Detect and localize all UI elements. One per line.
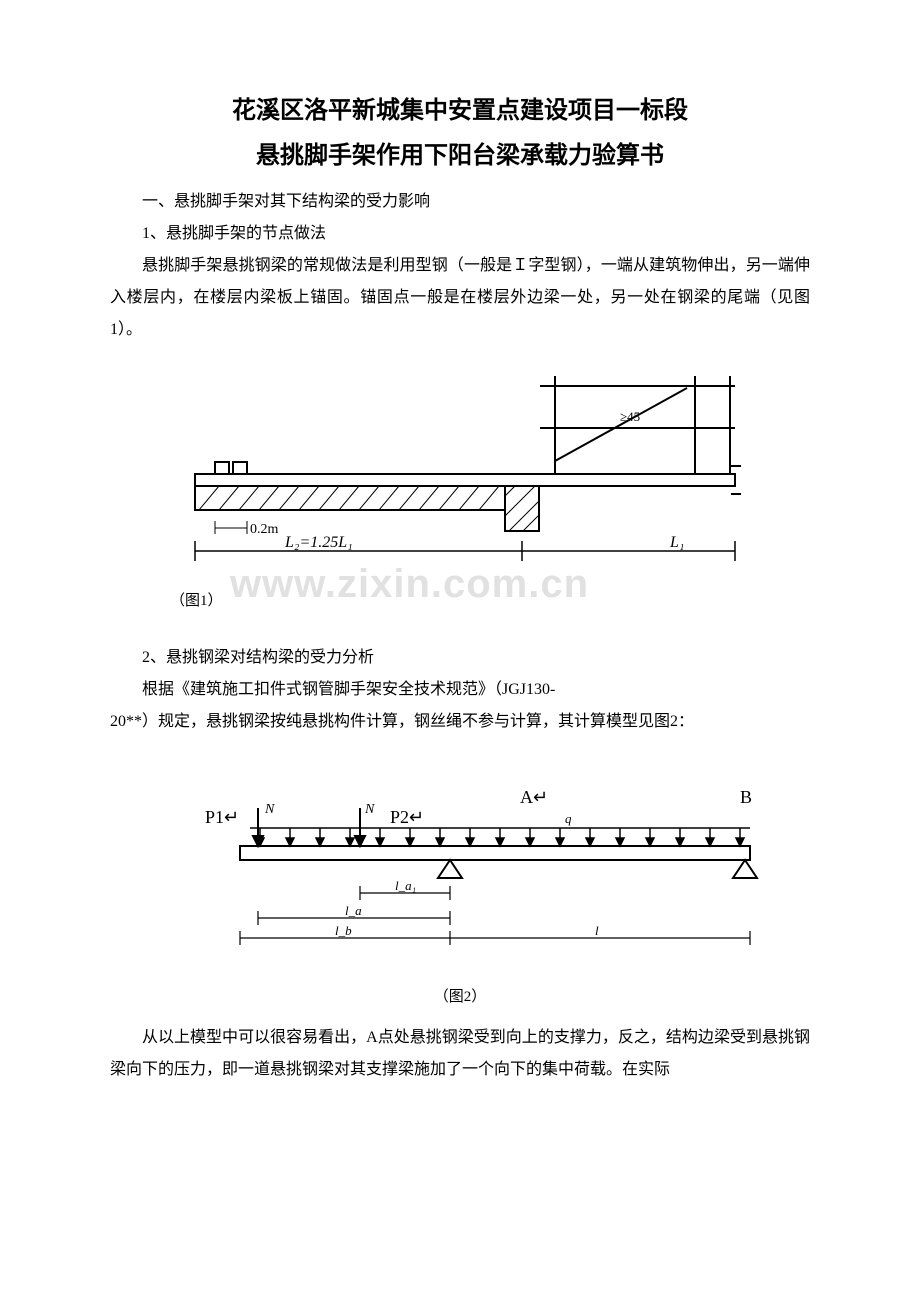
figure-1: 0.2m L₂=1.25L₁ L₁ ≥45 （图1） www.zixin.com…	[110, 366, 810, 616]
document-page: 花溪区洛平新城集中安置点建设项目一标段 悬挑脚手架作用下阳台梁承载力验算书 一、…	[0, 0, 920, 1146]
figure-1-svg: 0.2m L₂=1.25L₁ L₁ ≥45	[175, 366, 745, 586]
fig2-la1-label: l_a₁	[395, 878, 416, 893]
fig2-n1-label: N	[264, 802, 275, 817]
fig2-p1-label: P1↵	[205, 807, 239, 827]
fig2-n2-label: N	[364, 802, 375, 817]
section-1-sub-1-paragraph: 悬挑脚手架悬挑钢梁的常规做法是利用型钢（一般是Ｉ字型钢），一端从建筑物伸出，另一…	[110, 250, 810, 346]
section-1-sub-1: 1、悬挑脚手架的节点做法	[110, 218, 810, 250]
fig2-b-label: B	[740, 787, 752, 807]
fig2-p2-label: P2↵	[390, 807, 424, 827]
section-1-sub-2-paragraph-a: 根据《建筑施工扣件式钢管脚手架安全技术规范》（JGJ130-	[110, 674, 810, 706]
section-1-heading: 一、悬挑脚手架对其下结构梁的受力影响	[110, 186, 810, 218]
figure-2-caption: （图2）	[110, 982, 810, 1012]
fig1-l2-label: L₂=1.25L₁	[284, 534, 353, 551]
fig1-l1-label: L₁	[669, 534, 684, 551]
section-1-sub-2: 2、悬挑钢梁对结构梁的受力分析	[110, 642, 810, 674]
figure-1-caption: （图1）	[170, 593, 223, 609]
fig1-dim-02m: 0.2m	[250, 522, 279, 537]
fig2-q-label: q	[565, 811, 572, 826]
section-1-sub-2-paragraph-b: 20**）规定，悬挑钢梁按纯悬挑构件计算，钢丝绳不参与计算，其计算模型见图2：	[110, 706, 810, 738]
title-line-1: 花溪区洛平新城集中安置点建设项目一标段	[110, 90, 810, 125]
title-line-2: 悬挑脚手架作用下阳台梁承载力验算书	[110, 135, 810, 170]
fig2-lb-label: l_b	[335, 923, 352, 938]
fig2-l-label: l	[595, 923, 599, 938]
figure-2: P1↵ P2↵ A↵ B N N q	[110, 778, 810, 978]
fig2-la2-label: l_a	[345, 903, 362, 918]
fig1-angle-label: ≥45	[620, 409, 640, 424]
fig2-a-label: A↵	[520, 787, 548, 807]
section-1-sub-2-paragraph-2: 从以上模型中可以很容易看出，A点处悬挑钢梁受到向上的支撑力，反之，结构边梁受到悬…	[110, 1022, 810, 1086]
figure-2-svg: P1↵ P2↵ A↵ B N N q	[150, 778, 770, 978]
